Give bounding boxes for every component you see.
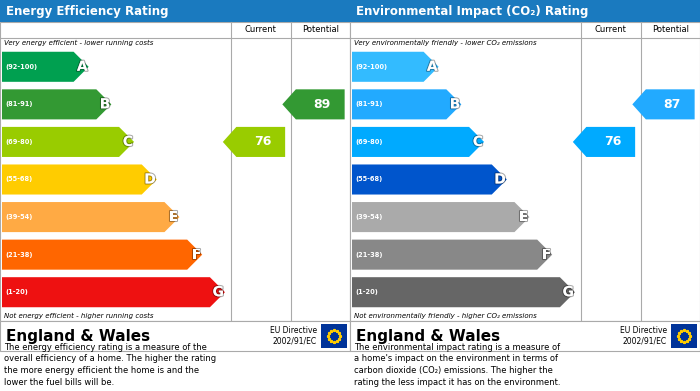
Text: G: G: [563, 285, 574, 299]
Bar: [350, 0, 700, 22]
Polygon shape: [282, 89, 344, 119]
Polygon shape: [2, 202, 179, 232]
Polygon shape: [573, 127, 635, 157]
Text: (55-68): (55-68): [355, 176, 382, 183]
Text: EU Directive
2002/91/EC: EU Directive 2002/91/EC: [620, 326, 667, 346]
Bar: [350, 321, 700, 351]
Polygon shape: [223, 127, 285, 157]
Text: (81-91): (81-91): [5, 101, 32, 108]
Bar: [0, 0, 350, 22]
Text: (69-80): (69-80): [355, 139, 382, 145]
Text: (69-80): (69-80): [5, 139, 32, 145]
Text: D: D: [494, 172, 506, 187]
Text: A: A: [427, 60, 438, 74]
Text: B: B: [99, 97, 111, 111]
Text: Current: Current: [595, 25, 626, 34]
Text: (39-54): (39-54): [5, 214, 32, 220]
Text: The environmental impact rating is a measure of
a home's impact on the environme: The environmental impact rating is a mea…: [354, 343, 561, 387]
Text: Energy Efficiency Rating: Energy Efficiency Rating: [6, 5, 169, 18]
Text: Not environmentally friendly - higher CO₂ emissions: Not environmentally friendly - higher CO…: [354, 313, 537, 319]
Text: (81-91): (81-91): [355, 101, 382, 108]
Text: C: C: [473, 135, 483, 149]
Text: A: A: [77, 60, 88, 74]
Text: (1-20): (1-20): [355, 289, 378, 295]
Bar: [321, 324, 347, 348]
Text: (21-38): (21-38): [355, 252, 382, 258]
Text: England & Wales: England & Wales: [6, 328, 150, 344]
Text: Very energy efficient - lower running costs: Very energy efficient - lower running co…: [4, 40, 153, 46]
Bar: [0, 321, 350, 351]
Text: (1-20): (1-20): [5, 289, 28, 295]
Text: Not energy efficient - higher running costs: Not energy efficient - higher running co…: [4, 313, 153, 319]
Text: 87: 87: [664, 98, 681, 111]
Polygon shape: [352, 202, 529, 232]
Text: G: G: [213, 285, 224, 299]
Text: (21-38): (21-38): [5, 252, 32, 258]
Text: F: F: [192, 248, 201, 262]
Text: F: F: [542, 248, 551, 262]
Text: England & Wales: England & Wales: [356, 328, 500, 344]
Polygon shape: [2, 165, 157, 195]
Polygon shape: [352, 127, 484, 157]
Polygon shape: [352, 165, 507, 195]
Text: (55-68): (55-68): [5, 176, 32, 183]
Polygon shape: [352, 277, 575, 307]
Bar: [350, 22, 700, 321]
Text: Potential: Potential: [302, 25, 339, 34]
Polygon shape: [2, 127, 134, 157]
Bar: [0, 22, 350, 321]
Text: D: D: [144, 172, 156, 187]
Text: Current: Current: [245, 25, 276, 34]
Text: (92-100): (92-100): [5, 64, 37, 70]
Text: 76: 76: [604, 135, 622, 149]
Text: 76: 76: [254, 135, 272, 149]
Text: The energy efficiency rating is a measure of the
overall efficiency of a home. T: The energy efficiency rating is a measur…: [4, 343, 216, 387]
Text: Very environmentally friendly - lower CO₂ emissions: Very environmentally friendly - lower CO…: [354, 40, 537, 46]
Text: EU Directive
2002/91/EC: EU Directive 2002/91/EC: [270, 326, 317, 346]
Text: B: B: [449, 97, 461, 111]
Text: E: E: [169, 210, 178, 224]
Text: Environmental Impact (CO₂) Rating: Environmental Impact (CO₂) Rating: [356, 5, 589, 18]
Text: C: C: [122, 135, 133, 149]
Polygon shape: [2, 52, 89, 82]
Text: E: E: [519, 210, 528, 224]
Polygon shape: [2, 240, 202, 270]
Text: (92-100): (92-100): [355, 64, 387, 70]
Text: Potential: Potential: [652, 25, 689, 34]
Polygon shape: [2, 89, 111, 119]
Text: (39-54): (39-54): [355, 214, 382, 220]
Polygon shape: [352, 52, 439, 82]
Polygon shape: [632, 89, 694, 119]
Polygon shape: [352, 240, 552, 270]
Bar: [671, 324, 697, 348]
Polygon shape: [2, 277, 225, 307]
Text: 89: 89: [314, 98, 331, 111]
Polygon shape: [352, 89, 461, 119]
